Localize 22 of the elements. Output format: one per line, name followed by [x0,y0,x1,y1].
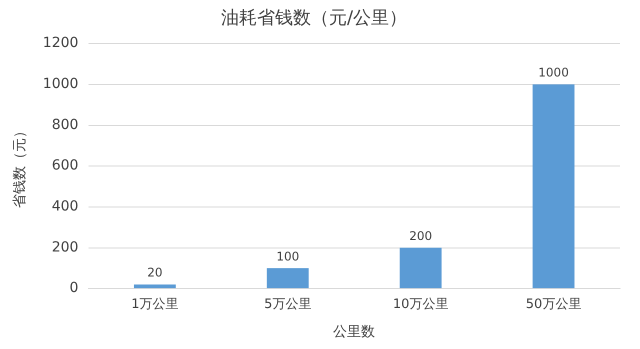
bar [134,284,176,288]
data-label: 20 [147,266,163,280]
data-label: 1000 [538,66,569,80]
y-tick-label: 0 [70,280,78,296]
x-tick-label: 5万公里 [264,296,312,312]
y-tick-label: 800 [52,116,78,133]
y-tick-label: 400 [52,198,78,215]
y-tick-label: 1200 [42,35,78,52]
y-tick-label: 1000 [42,76,78,92]
x-tick-label: 50万公里 [526,296,582,312]
y-tick-label: 200 [52,239,78,256]
y-axis-title: 省钱数（元） [12,124,28,208]
x-tick-label: 10万公里 [392,296,448,312]
x-tick-label: 1万公里 [131,296,179,312]
bar [532,84,574,288]
data-label: 200 [409,228,432,243]
y-tick-label: 600 [52,158,78,174]
data-label: 100 [276,249,300,264]
bar [266,268,309,288]
x-axis-title: 公里数 [333,324,376,340]
chart-title: 油耗省钱数（元/公里） [220,7,408,28]
bar [400,248,442,288]
